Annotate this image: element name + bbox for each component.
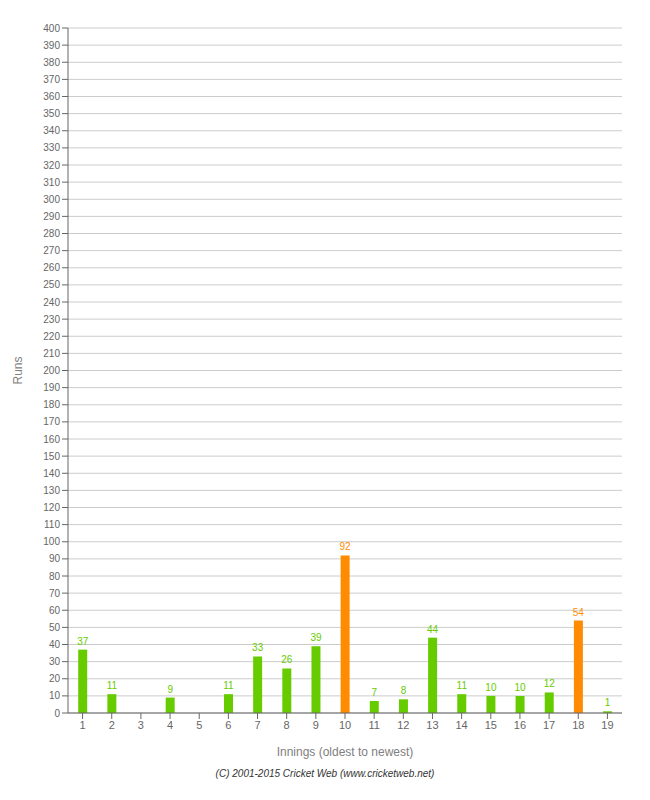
svg-text:10: 10 — [515, 682, 527, 693]
svg-text:Innings (oldest to newest): Innings (oldest to newest) — [277, 745, 414, 759]
svg-text:7: 7 — [254, 719, 260, 731]
svg-text:18: 18 — [572, 719, 584, 731]
svg-text:270: 270 — [43, 245, 60, 256]
svg-text:100: 100 — [43, 536, 60, 547]
svg-text:11: 11 — [457, 680, 468, 691]
svg-text:37: 37 — [77, 636, 89, 647]
svg-text:130: 130 — [43, 485, 60, 496]
svg-text:340: 340 — [43, 125, 60, 136]
svg-text:210: 210 — [43, 348, 60, 359]
svg-text:280: 280 — [43, 228, 60, 239]
svg-text:330: 330 — [43, 142, 60, 153]
svg-text:1: 1 — [80, 719, 86, 731]
svg-text:390: 390 — [43, 40, 60, 51]
svg-text:20: 20 — [49, 673, 61, 684]
svg-text:140: 140 — [43, 468, 60, 479]
svg-text:300: 300 — [43, 194, 60, 205]
svg-text:40: 40 — [49, 639, 61, 650]
svg-text:120: 120 — [43, 502, 60, 513]
svg-text:12: 12 — [397, 719, 409, 731]
svg-text:190: 190 — [43, 382, 60, 393]
svg-text:13: 13 — [426, 719, 438, 731]
svg-text:110: 110 — [44, 519, 60, 530]
svg-text:16: 16 — [514, 719, 526, 731]
svg-text:44: 44 — [427, 624, 439, 635]
svg-text:12: 12 — [544, 678, 556, 689]
svg-text:220: 220 — [43, 331, 60, 342]
svg-text:310: 310 — [43, 177, 60, 188]
svg-text:320: 320 — [43, 160, 60, 171]
svg-text:1: 1 — [605, 697, 611, 708]
svg-text:9: 9 — [167, 684, 173, 695]
svg-text:4: 4 — [167, 719, 173, 731]
svg-text:70: 70 — [49, 588, 61, 599]
svg-text:11: 11 — [223, 680, 234, 691]
svg-text:230: 230 — [43, 314, 60, 325]
svg-text:5: 5 — [196, 719, 202, 731]
svg-text:50: 50 — [49, 622, 61, 633]
svg-text:350: 350 — [43, 108, 60, 119]
svg-text:9: 9 — [313, 719, 319, 731]
svg-text:0: 0 — [54, 708, 60, 719]
svg-text:8: 8 — [401, 685, 407, 696]
svg-text:92: 92 — [340, 541, 352, 552]
svg-text:10: 10 — [339, 719, 351, 731]
svg-text:90: 90 — [49, 553, 61, 564]
svg-text:26: 26 — [281, 654, 293, 665]
svg-text:400: 400 — [43, 23, 60, 34]
svg-text:11: 11 — [368, 719, 379, 731]
svg-text:80: 80 — [49, 571, 61, 582]
svg-text:200: 200 — [43, 365, 60, 376]
svg-text:360: 360 — [43, 91, 60, 102]
svg-text:180: 180 — [43, 399, 60, 410]
svg-text:170: 170 — [43, 416, 60, 427]
svg-text:17: 17 — [543, 719, 555, 731]
svg-text:7: 7 — [372, 687, 378, 698]
html-text:(C) 2001-2015 Cricket Web (www: (C) 2001-2015 Cricket Web (www.cricketwe… — [215, 768, 435, 779]
svg-text:2: 2 — [109, 719, 115, 731]
svg-text:39: 39 — [310, 632, 322, 643]
svg-text:33: 33 — [252, 642, 264, 653]
svg-text:10: 10 — [485, 682, 497, 693]
svg-text:260: 260 — [43, 262, 60, 273]
svg-text:250: 250 — [43, 279, 60, 290]
svg-text:19: 19 — [601, 719, 613, 731]
svg-text:8: 8 — [284, 719, 290, 731]
svg-text:15: 15 — [485, 719, 497, 731]
svg-text:6: 6 — [225, 719, 231, 731]
svg-text:240: 240 — [43, 297, 60, 308]
svg-text:150: 150 — [43, 451, 60, 462]
svg-text:3: 3 — [138, 719, 144, 731]
svg-text:380: 380 — [43, 57, 60, 68]
svg-text:290: 290 — [43, 211, 60, 222]
svg-text:11: 11 — [107, 680, 118, 691]
svg-text:Runs: Runs — [11, 356, 25, 384]
svg-text:14: 14 — [456, 719, 468, 731]
svg-text:160: 160 — [43, 434, 60, 445]
svg-text:10: 10 — [49, 690, 61, 701]
svg-text:30: 30 — [49, 656, 61, 667]
svg-text:54: 54 — [573, 607, 585, 618]
svg-text:60: 60 — [49, 605, 61, 616]
svg-text:370: 370 — [43, 74, 60, 85]
